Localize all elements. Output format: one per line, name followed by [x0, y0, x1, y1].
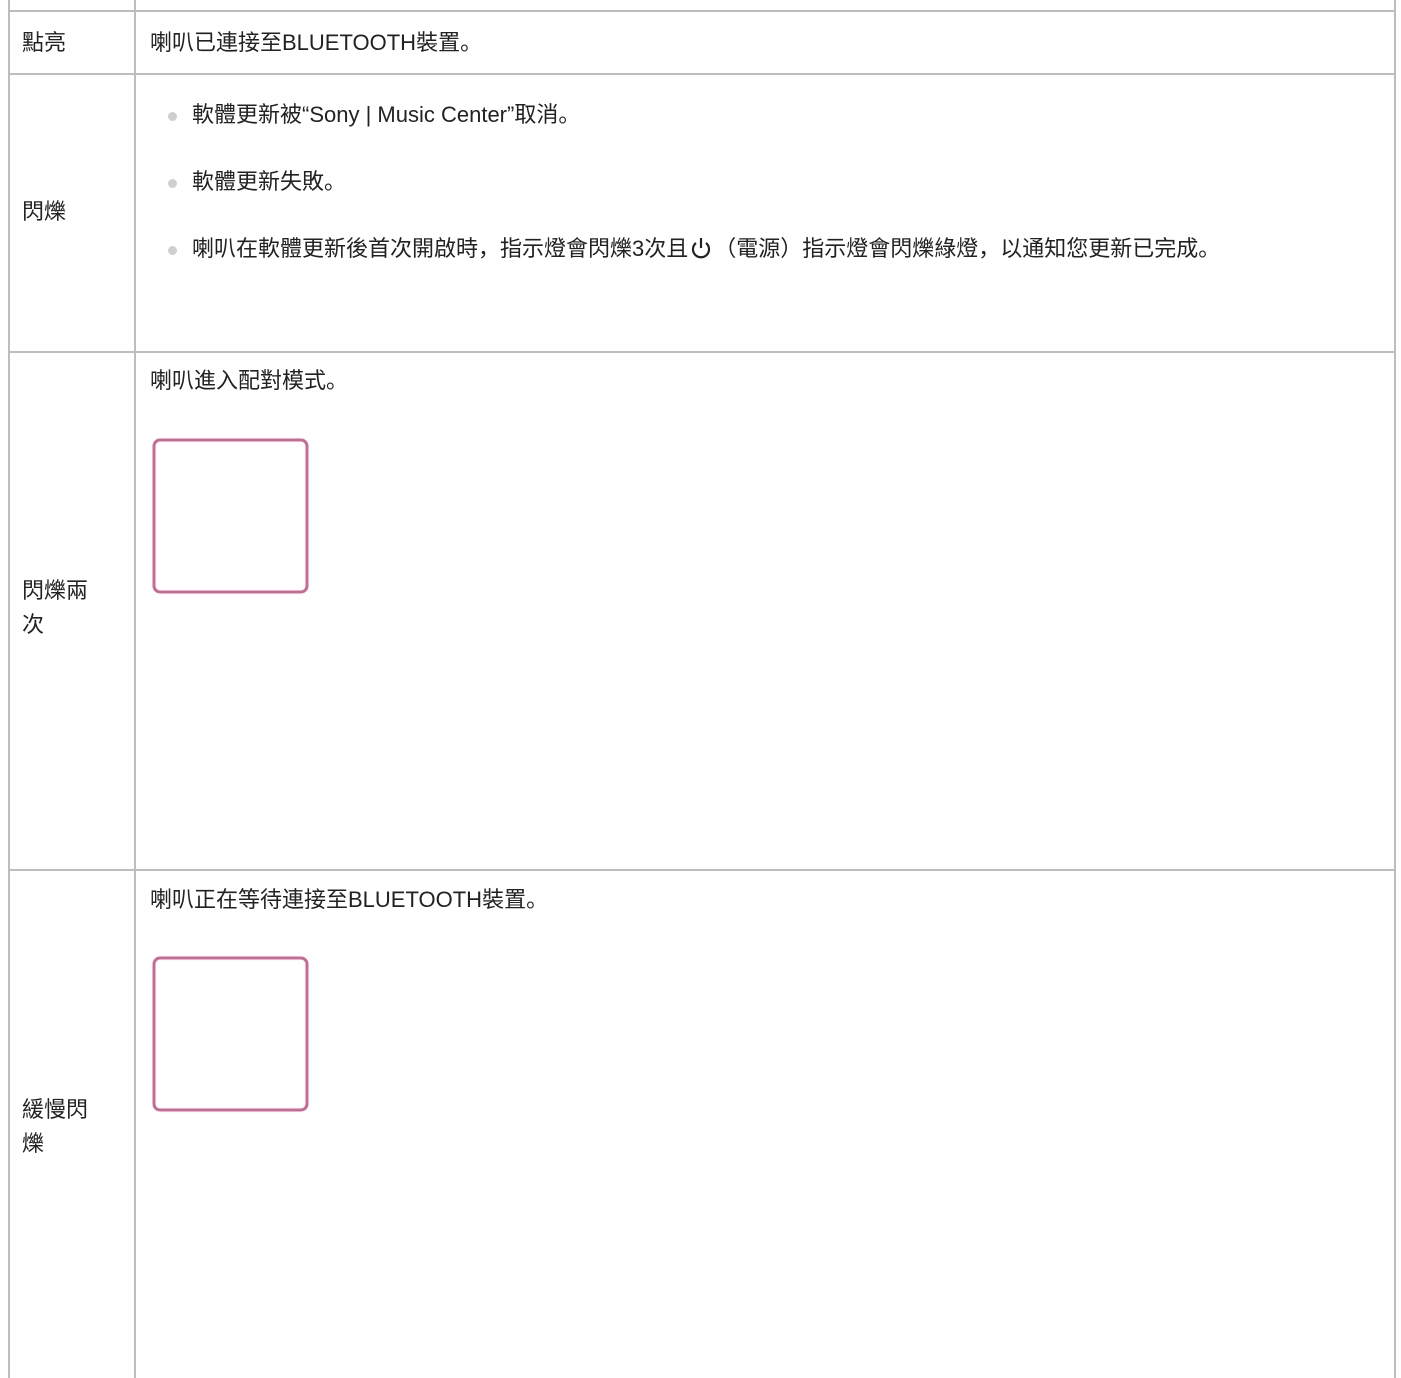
bullet: [168, 179, 177, 188]
row-label: 閃爍: [22, 199, 67, 224]
rule: [134, 0, 136, 1378]
row-label: 點亮: [22, 30, 67, 55]
rule: [8, 10, 1396, 12]
cell-text: 喇叭進入配對模式。: [150, 368, 349, 393]
rule: [1394, 0, 1396, 1378]
bullet-text: 軟體更新失敗。: [192, 169, 347, 194]
text: 喇叭在軟體更新後首次開啟時，指示燈會閃爍3次且: [192, 236, 689, 261]
rule: [8, 73, 1396, 75]
bullet-text: 喇叭在軟體更新後首次開啟時，指示燈會閃爍3次且 （電源）指示燈會閃爍綠燈，以通知您…: [192, 232, 1372, 266]
bullet-text: 軟體更新被“Sony | Music Center”取消。: [192, 102, 581, 127]
rule: [8, 351, 1396, 353]
row-label: 閃爍兩次: [22, 578, 89, 637]
power-icon: [692, 238, 711, 259]
cell-text: 喇叭已連接至BLUETOOTH裝置。: [150, 30, 483, 55]
speaker-illustration: [152, 438, 309, 594]
row-label: 緩慢閃爍: [22, 1097, 89, 1156]
cell-text: 喇叭正在等待連接至BLUETOOTH裝置。: [150, 887, 549, 912]
rule: [8, 869, 1396, 871]
bullet: [168, 246, 177, 255]
bullet: [168, 112, 177, 121]
text: （電源）指示燈會閃爍綠燈，以通知您更新已完成。: [714, 236, 1221, 261]
rule: [8, 0, 10, 1378]
speaker-illustration: [152, 956, 309, 1112]
